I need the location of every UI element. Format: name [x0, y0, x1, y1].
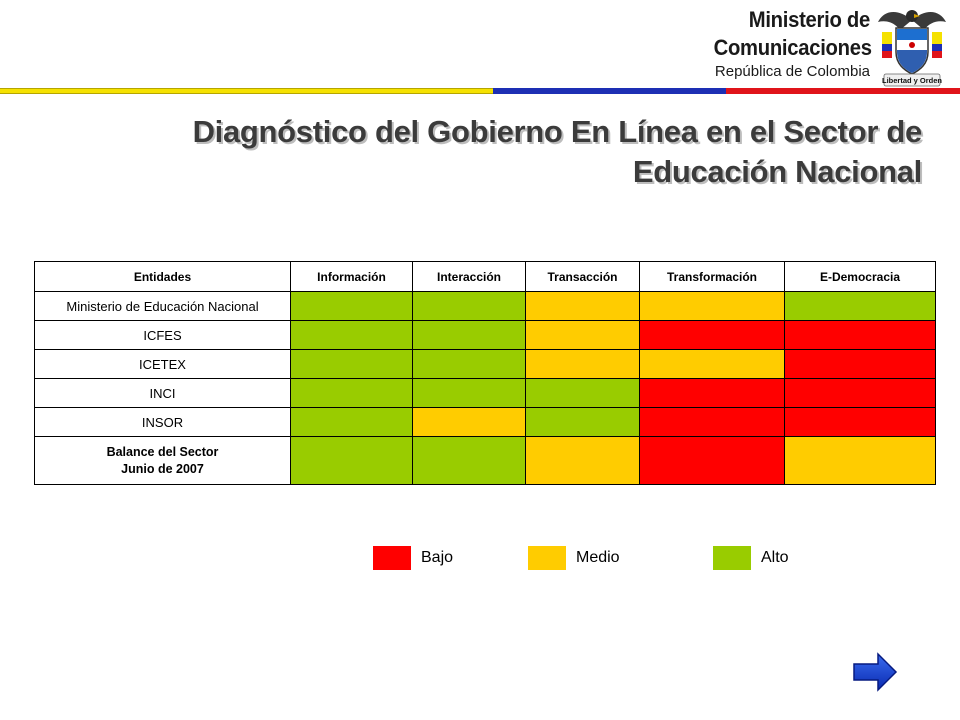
level-cell	[639, 291, 785, 321]
level-cell	[784, 407, 936, 437]
diagnostic-table: Entidades Información Interacción Transa…	[34, 261, 936, 485]
table-row: Ministerio de Educación Nacional	[34, 291, 936, 321]
flag-red-band	[726, 88, 960, 94]
legend-item-bajo: Bajo	[373, 546, 453, 570]
level-cell	[290, 320, 413, 350]
level-cell	[784, 436, 936, 485]
level-cell	[412, 436, 526, 485]
column-header: Entidades	[34, 261, 291, 292]
level-cell	[639, 407, 785, 437]
level-cell	[290, 349, 413, 379]
level-cell	[639, 320, 785, 350]
coat-of-arms-icon: Libertad y Orden	[876, 2, 948, 88]
ministry-name-line1: Ministerio de	[748, 7, 871, 32]
page-title-line2: Educación Nacional	[632, 154, 922, 189]
level-cell	[290, 291, 413, 321]
level-cell	[784, 378, 936, 408]
column-header: Información	[290, 261, 413, 292]
level-cell	[412, 291, 526, 321]
balance-label-line1: Balance del Sector	[106, 444, 219, 459]
ministry-brand: Ministerio de Comunicaciones República d…	[700, 6, 872, 82]
arrow-right-icon[interactable]	[852, 652, 898, 692]
column-header: E-Democracia	[784, 261, 936, 292]
level-cell	[412, 407, 526, 437]
column-header: Transacción	[525, 261, 640, 292]
level-cell	[290, 407, 413, 437]
table-row: ICETEX	[34, 349, 936, 379]
legend-label-alto: Alto	[761, 549, 789, 566]
entity-name: Ministerio de Educación Nacional	[34, 291, 291, 321]
table-row: INCI	[34, 378, 936, 408]
level-cell	[525, 407, 640, 437]
ministry-name-line2: Comunicaciones	[713, 35, 872, 60]
level-cell	[639, 349, 785, 379]
level-cell	[639, 436, 785, 485]
balance-label: Balance del Sector Junio de 2007	[34, 436, 291, 485]
level-cell	[290, 436, 413, 485]
level-cell	[412, 349, 526, 379]
legend-swatch-medio	[528, 546, 566, 570]
level-cell	[525, 320, 640, 350]
entity-name: INCI	[34, 378, 291, 408]
level-cell	[639, 378, 785, 408]
legend-item-medio: Medio	[528, 546, 620, 570]
flag-blue-band	[493, 88, 726, 94]
level-cell	[525, 291, 640, 321]
entity-name: INSOR	[34, 407, 291, 437]
legend-swatch-alto	[713, 546, 751, 570]
page-title-line1: Diagnóstico del Gobierno En Línea en el …	[192, 114, 923, 149]
level-cell	[525, 378, 640, 408]
level-cell	[412, 378, 526, 408]
balance-row: Balance del Sector Junio de 2007	[34, 436, 936, 485]
level-cell	[784, 320, 936, 350]
entity-name: ICETEX	[34, 349, 291, 379]
table-row: INSOR	[34, 407, 936, 437]
table-row: ICFES	[34, 320, 936, 350]
legend-item-alto: Alto	[713, 546, 789, 570]
seal-motto: Libertad y Orden	[882, 76, 942, 85]
level-cell	[525, 349, 640, 379]
level-cell	[784, 349, 936, 379]
table-header-row: Entidades Información Interacción Transa…	[34, 261, 936, 292]
level-cell	[412, 320, 526, 350]
balance-label-line2: Junio de 2007	[121, 461, 204, 476]
level-cell	[784, 291, 936, 321]
flag-color-bar	[0, 88, 960, 94]
legend-label-medio: Medio	[576, 549, 620, 566]
legend-swatch-bajo	[373, 546, 411, 570]
level-cell	[525, 436, 640, 485]
country-name: República de Colombia	[714, 63, 870, 80]
column-header: Transformación	[639, 261, 785, 292]
column-header: Interacción	[412, 261, 526, 292]
page-title: Diagnóstico del Gobierno En Línea en el …	[142, 112, 923, 192]
entity-name: ICFES	[34, 320, 291, 350]
flag-yellow-band	[0, 88, 493, 94]
level-cell	[290, 378, 413, 408]
legend-label-bajo: Bajo	[421, 549, 454, 566]
